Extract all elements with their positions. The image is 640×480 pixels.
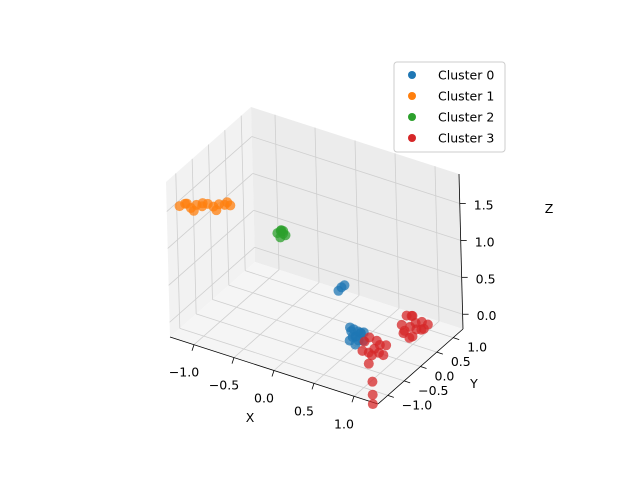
data-points [174, 197, 433, 410]
y-tick-mark [436, 351, 443, 355]
x-tick-label: 0.0 [254, 391, 274, 406]
legend-entry-label: Cluster 2 [438, 110, 494, 125]
data-point-cluster-3 [367, 389, 378, 400]
x-tick-mark [231, 357, 235, 364]
legend-frame [393, 61, 506, 153]
x-tick-mark [351, 396, 355, 403]
grid-line [175, 173, 181, 329]
x-tick-mark [271, 370, 275, 377]
legend-marker [408, 71, 416, 79]
grid-line [191, 158, 197, 314]
grid-line [228, 284, 437, 353]
grid-line [166, 136, 253, 212]
data-point-cluster-1 [197, 198, 208, 209]
y-tick-mark [404, 380, 411, 384]
grid-line [196, 313, 405, 382]
y-tick-mark [387, 394, 394, 398]
y-tick-label: 0.0 [435, 369, 455, 384]
grid-line [179, 327, 388, 396]
legend-marker [408, 113, 416, 121]
grid-line [252, 173, 461, 241]
y-tick-label: 0.5 [451, 354, 471, 369]
data-point-cluster-2 [278, 225, 289, 236]
z-tick-label: 0.0 [477, 308, 497, 323]
y-tick-mark [420, 366, 427, 369]
data-point-cluster-3 [407, 331, 418, 342]
y-axis-label: Y [469, 376, 478, 391]
data-point-cluster-1 [181, 198, 192, 209]
x-tick-label: 1.0 [334, 416, 354, 431]
grid-line [434, 166, 440, 322]
x-tick-label: −1.0 [169, 365, 199, 380]
x-tick-mark [191, 344, 195, 351]
y-tick-label: 1.0 [467, 340, 487, 355]
grid-line [253, 209, 462, 278]
legend-entry-label: Cluster 3 [438, 131, 494, 146]
grid-line [169, 246, 255, 323]
grid-line [168, 210, 254, 286]
data-point-cluster-3 [367, 376, 378, 387]
grid-line [254, 246, 463, 315]
grid-line [240, 115, 246, 271]
data-point-cluster-3 [381, 340, 392, 351]
x-tick-mark [311, 383, 315, 390]
grid-line [167, 173, 253, 249]
z-tick-label: 1.5 [474, 198, 494, 213]
data-point-cluster-3 [363, 358, 374, 369]
data-point-cluster-3 [367, 399, 378, 410]
data-point-cluster-3 [374, 347, 385, 358]
legend-entry-label: Cluster 1 [438, 89, 494, 104]
x-tick-label: −0.5 [209, 378, 239, 393]
data-point-cluster-3 [359, 336, 370, 347]
legend: Cluster 0 Cluster 1 Cluster 2 Cluster 3 [393, 61, 506, 153]
grid-line [314, 127, 320, 283]
z-tick-label: 1.0 [475, 234, 495, 249]
grid-line [251, 136, 460, 204]
data-point-cluster-3 [416, 316, 427, 327]
grid-line [394, 153, 400, 309]
z-axis-line [458, 173, 464, 330]
grid-line [354, 140, 360, 296]
legend-marker [408, 134, 416, 142]
data-point-cluster-0 [345, 322, 356, 333]
data-point-cluster-1 [211, 205, 222, 216]
z-axis-label: Z [545, 201, 554, 216]
grid-line [208, 144, 213, 300]
grid-line [274, 114, 280, 270]
data-point-cluster-3 [396, 319, 407, 330]
legend-marker [408, 92, 416, 100]
x-tick-label: 0.5 [294, 403, 314, 418]
tick-labels: −1.0−0.50.00.51.0−1.0−0.50.00.51.00.00.5… [169, 198, 497, 432]
data-point-cluster-1 [225, 200, 236, 211]
y-tick-label: −0.5 [418, 383, 448, 398]
data-point-cluster-1 [188, 205, 199, 216]
data-point-cluster-0 [339, 280, 350, 291]
y-tick-label: −1.0 [402, 397, 432, 412]
legend-entry-label: Cluster 0 [438, 68, 494, 83]
z-tick-label: 0.5 [476, 271, 496, 286]
x-axis-label: X [246, 410, 255, 425]
y-tick-mark [453, 337, 460, 341]
